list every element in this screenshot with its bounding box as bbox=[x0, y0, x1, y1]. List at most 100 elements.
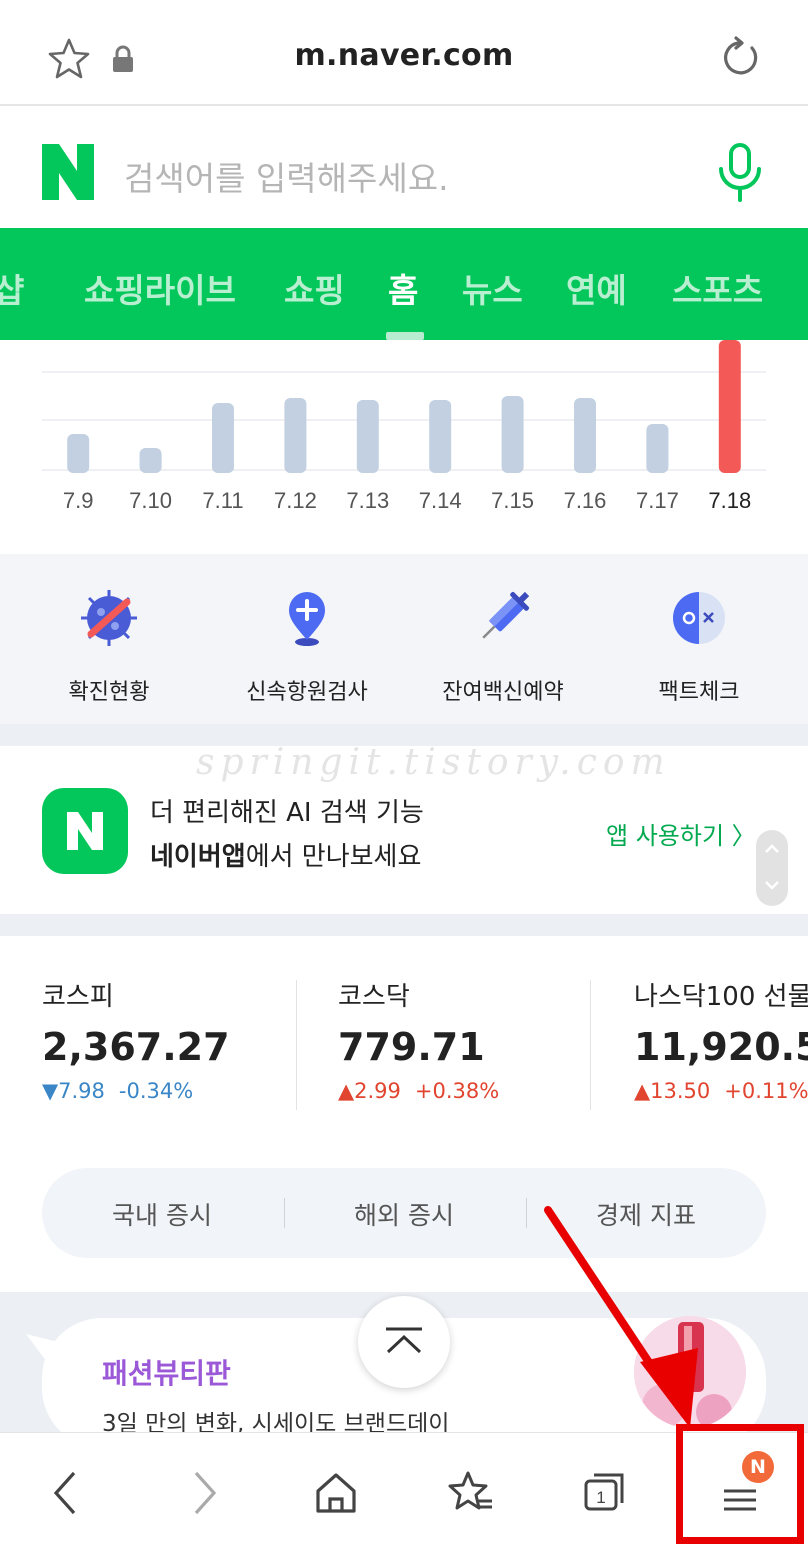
tab-news[interactable]: 뉴스 bbox=[462, 271, 523, 310]
chart-bar bbox=[356, 400, 379, 473]
chart-x-tick-label: 7.9 bbox=[63, 488, 94, 513]
quick-link-fact-check[interactable]: 팩트체크 bbox=[614, 588, 784, 706]
tab-separator bbox=[526, 1198, 527, 1228]
tab-partial[interactable]: 샵 bbox=[0, 271, 25, 310]
tab-separator bbox=[284, 1198, 285, 1228]
reload-icon[interactable] bbox=[716, 34, 764, 82]
tab-domestic-market[interactable]: 국내 증시 bbox=[112, 1201, 212, 1230]
fashion-title[interactable]: 패션뷰티판 bbox=[102, 1357, 231, 1390]
location-plus-icon bbox=[289, 592, 325, 646]
app-promo-banner[interactable]: springit.tistory.com 더 편리해진 AI 검색 기능 네이버… bbox=[0, 742, 808, 914]
bookmarks-button[interactable] bbox=[430, 1451, 510, 1531]
quick-links-section bbox=[0, 554, 808, 724]
search-input[interactable]: 검색어를 입력해주세요. bbox=[124, 159, 449, 198]
chart-bar bbox=[429, 400, 452, 473]
stock-change-amount: ▼7.98 bbox=[42, 1079, 105, 1103]
tabs-button[interactable]: 1 bbox=[564, 1451, 644, 1531]
stock-change: ▼7.98 -0.34% bbox=[42, 1079, 230, 1103]
stock-name: 코스피 bbox=[42, 982, 114, 1012]
tab-economic-indicators[interactable]: 경제 지표 bbox=[596, 1201, 696, 1230]
chart-x-tick-label: 7.17 bbox=[636, 488, 679, 513]
section-divider bbox=[0, 914, 808, 936]
menu-button[interactable] bbox=[700, 1451, 780, 1531]
syringe-icon bbox=[482, 591, 530, 639]
browser-bottom-toolbar: 1 N bbox=[0, 1432, 808, 1563]
home-icon bbox=[316, 1473, 356, 1513]
lock-icon bbox=[113, 45, 133, 72]
tab-sports[interactable]: 스포츠 bbox=[672, 271, 764, 310]
chevron-up-icon bbox=[386, 1327, 422, 1354]
quick-link-rapid-test[interactable]: 신속항원검사 bbox=[222, 588, 392, 706]
star-icon[interactable] bbox=[46, 36, 92, 82]
microphone-icon[interactable] bbox=[714, 142, 766, 204]
tab-overseas-market[interactable]: 해외 증시 bbox=[354, 1201, 454, 1230]
scroll-handle[interactable] bbox=[756, 830, 788, 906]
quick-link-label: 잔여백신예약 bbox=[442, 680, 564, 705]
cosmetic-product-image bbox=[634, 1316, 746, 1428]
watermark-text: springit.tistory.com bbox=[196, 742, 671, 783]
menu-new-badge: N bbox=[742, 1451, 774, 1483]
promo-headline: 더 편리해진 AI 검색 기능 bbox=[150, 798, 424, 828]
stock-change: ▲2.99 +0.38% bbox=[338, 1079, 499, 1103]
chart-bar bbox=[574, 398, 596, 473]
promo-app-name: 네이버앱 bbox=[150, 842, 246, 872]
chart-bar bbox=[718, 340, 741, 473]
chart-x-tick-label: 7.10 bbox=[129, 488, 172, 513]
url-text[interactable]: m.naver.com bbox=[294, 38, 514, 73]
stock-value: 2,367.27 bbox=[42, 1025, 230, 1069]
chart-x-tick-label: 7.14 bbox=[419, 488, 462, 513]
stock-change-amount: ▲13.50 bbox=[634, 1079, 711, 1103]
category-tab-bar: 샵 쇼핑라이브 쇼핑 홈 뉴스 연예 스포츠 bbox=[0, 228, 808, 340]
active-tab-indicator bbox=[386, 332, 424, 340]
stock-change-percent: +0.11% bbox=[724, 1079, 808, 1103]
chart-bar bbox=[139, 448, 162, 473]
tab-count: 1 bbox=[596, 1488, 605, 1507]
back-button[interactable] bbox=[26, 1451, 106, 1531]
bookmarks-icon bbox=[448, 1471, 492, 1510]
stock-value: 11,920.50 bbox=[634, 1025, 808, 1069]
scroll-arrows-icon bbox=[765, 844, 779, 890]
section-divider bbox=[0, 724, 808, 746]
stock-name: 나스닥100 선물 bbox=[634, 982, 808, 1012]
stock-name: 코스닥 bbox=[338, 982, 410, 1012]
chart-x-tick-label: 7.11 bbox=[202, 488, 243, 513]
promo-subline: 네이버앱에서 만나보세요 bbox=[150, 836, 421, 873]
home-button[interactable] bbox=[296, 1451, 376, 1531]
tab-home[interactable]: 홈 bbox=[388, 271, 419, 310]
chart-bar bbox=[67, 434, 90, 473]
tab-shopping[interactable]: 쇼핑 bbox=[284, 271, 345, 310]
forward-button[interactable] bbox=[164, 1451, 244, 1531]
chart-x-tick-label: 7.13 bbox=[346, 488, 389, 513]
chart-x-tick-label: 7.16 bbox=[564, 488, 607, 513]
browser-address-bar: m.naver.com bbox=[0, 0, 808, 106]
menu-icon bbox=[724, 1489, 756, 1511]
quick-link-label: 신속항원검사 bbox=[246, 680, 368, 705]
fact-check-icon bbox=[673, 592, 725, 644]
use-app-link[interactable]: 앱 사용하기 〉 bbox=[606, 822, 756, 850]
stock-nasdaq100-futures[interactable]: 나스닥100 선물 11,920.50 ▲13.50 +0.11% bbox=[634, 976, 808, 1103]
chart-x-tick-label: 7.12 bbox=[274, 488, 317, 513]
stock-change-percent: -0.34% bbox=[118, 1079, 194, 1103]
naver-logo[interactable] bbox=[42, 144, 94, 200]
stock-kosdaq[interactable]: 코스닥 779.71 ▲2.99 +0.38% bbox=[338, 976, 499, 1103]
stock-kospi[interactable]: 코스피 2,367.27 ▼7.98 -0.34% bbox=[42, 976, 230, 1103]
daily-bar-chart: 7.9 7.10 7.11 7.12 7.13 7.14 7.15 7.16 7.17 7.18 bbox=[0, 340, 808, 554]
stock-change: ▲13.50 +0.11% bbox=[634, 1079, 808, 1103]
chart-bar bbox=[284, 398, 307, 473]
stock-change-percent: +0.38% bbox=[414, 1079, 500, 1103]
scroll-to-top-button[interactable] bbox=[358, 1296, 450, 1388]
covid-virus-icon bbox=[81, 590, 137, 646]
tabs-icon: 1 bbox=[584, 1473, 624, 1511]
tab-shopping-live[interactable]: 쇼핑라이브 bbox=[84, 271, 236, 310]
back-icon bbox=[53, 1471, 76, 1515]
market-tab-group: 국내 증시 해외 증시 경제 지표 bbox=[42, 1168, 766, 1258]
quick-link-label: 팩트체크 bbox=[658, 680, 740, 705]
fashion-thumbnail[interactable] bbox=[634, 1316, 746, 1428]
column-divider bbox=[296, 980, 297, 1110]
naver-app-icon bbox=[42, 788, 128, 874]
quick-link-confirmed-cases[interactable]: 확진현황 bbox=[24, 588, 194, 706]
quick-link-vaccine-booking[interactable]: 잔여백신예약 bbox=[418, 588, 588, 706]
chart-bar bbox=[501, 396, 524, 473]
tab-entertainment[interactable]: 연예 bbox=[566, 271, 627, 310]
chart-canvas: 7.9 7.10 7.11 7.12 7.13 7.14 7.15 7.16 7.17 7.18 bbox=[42, 340, 766, 513]
